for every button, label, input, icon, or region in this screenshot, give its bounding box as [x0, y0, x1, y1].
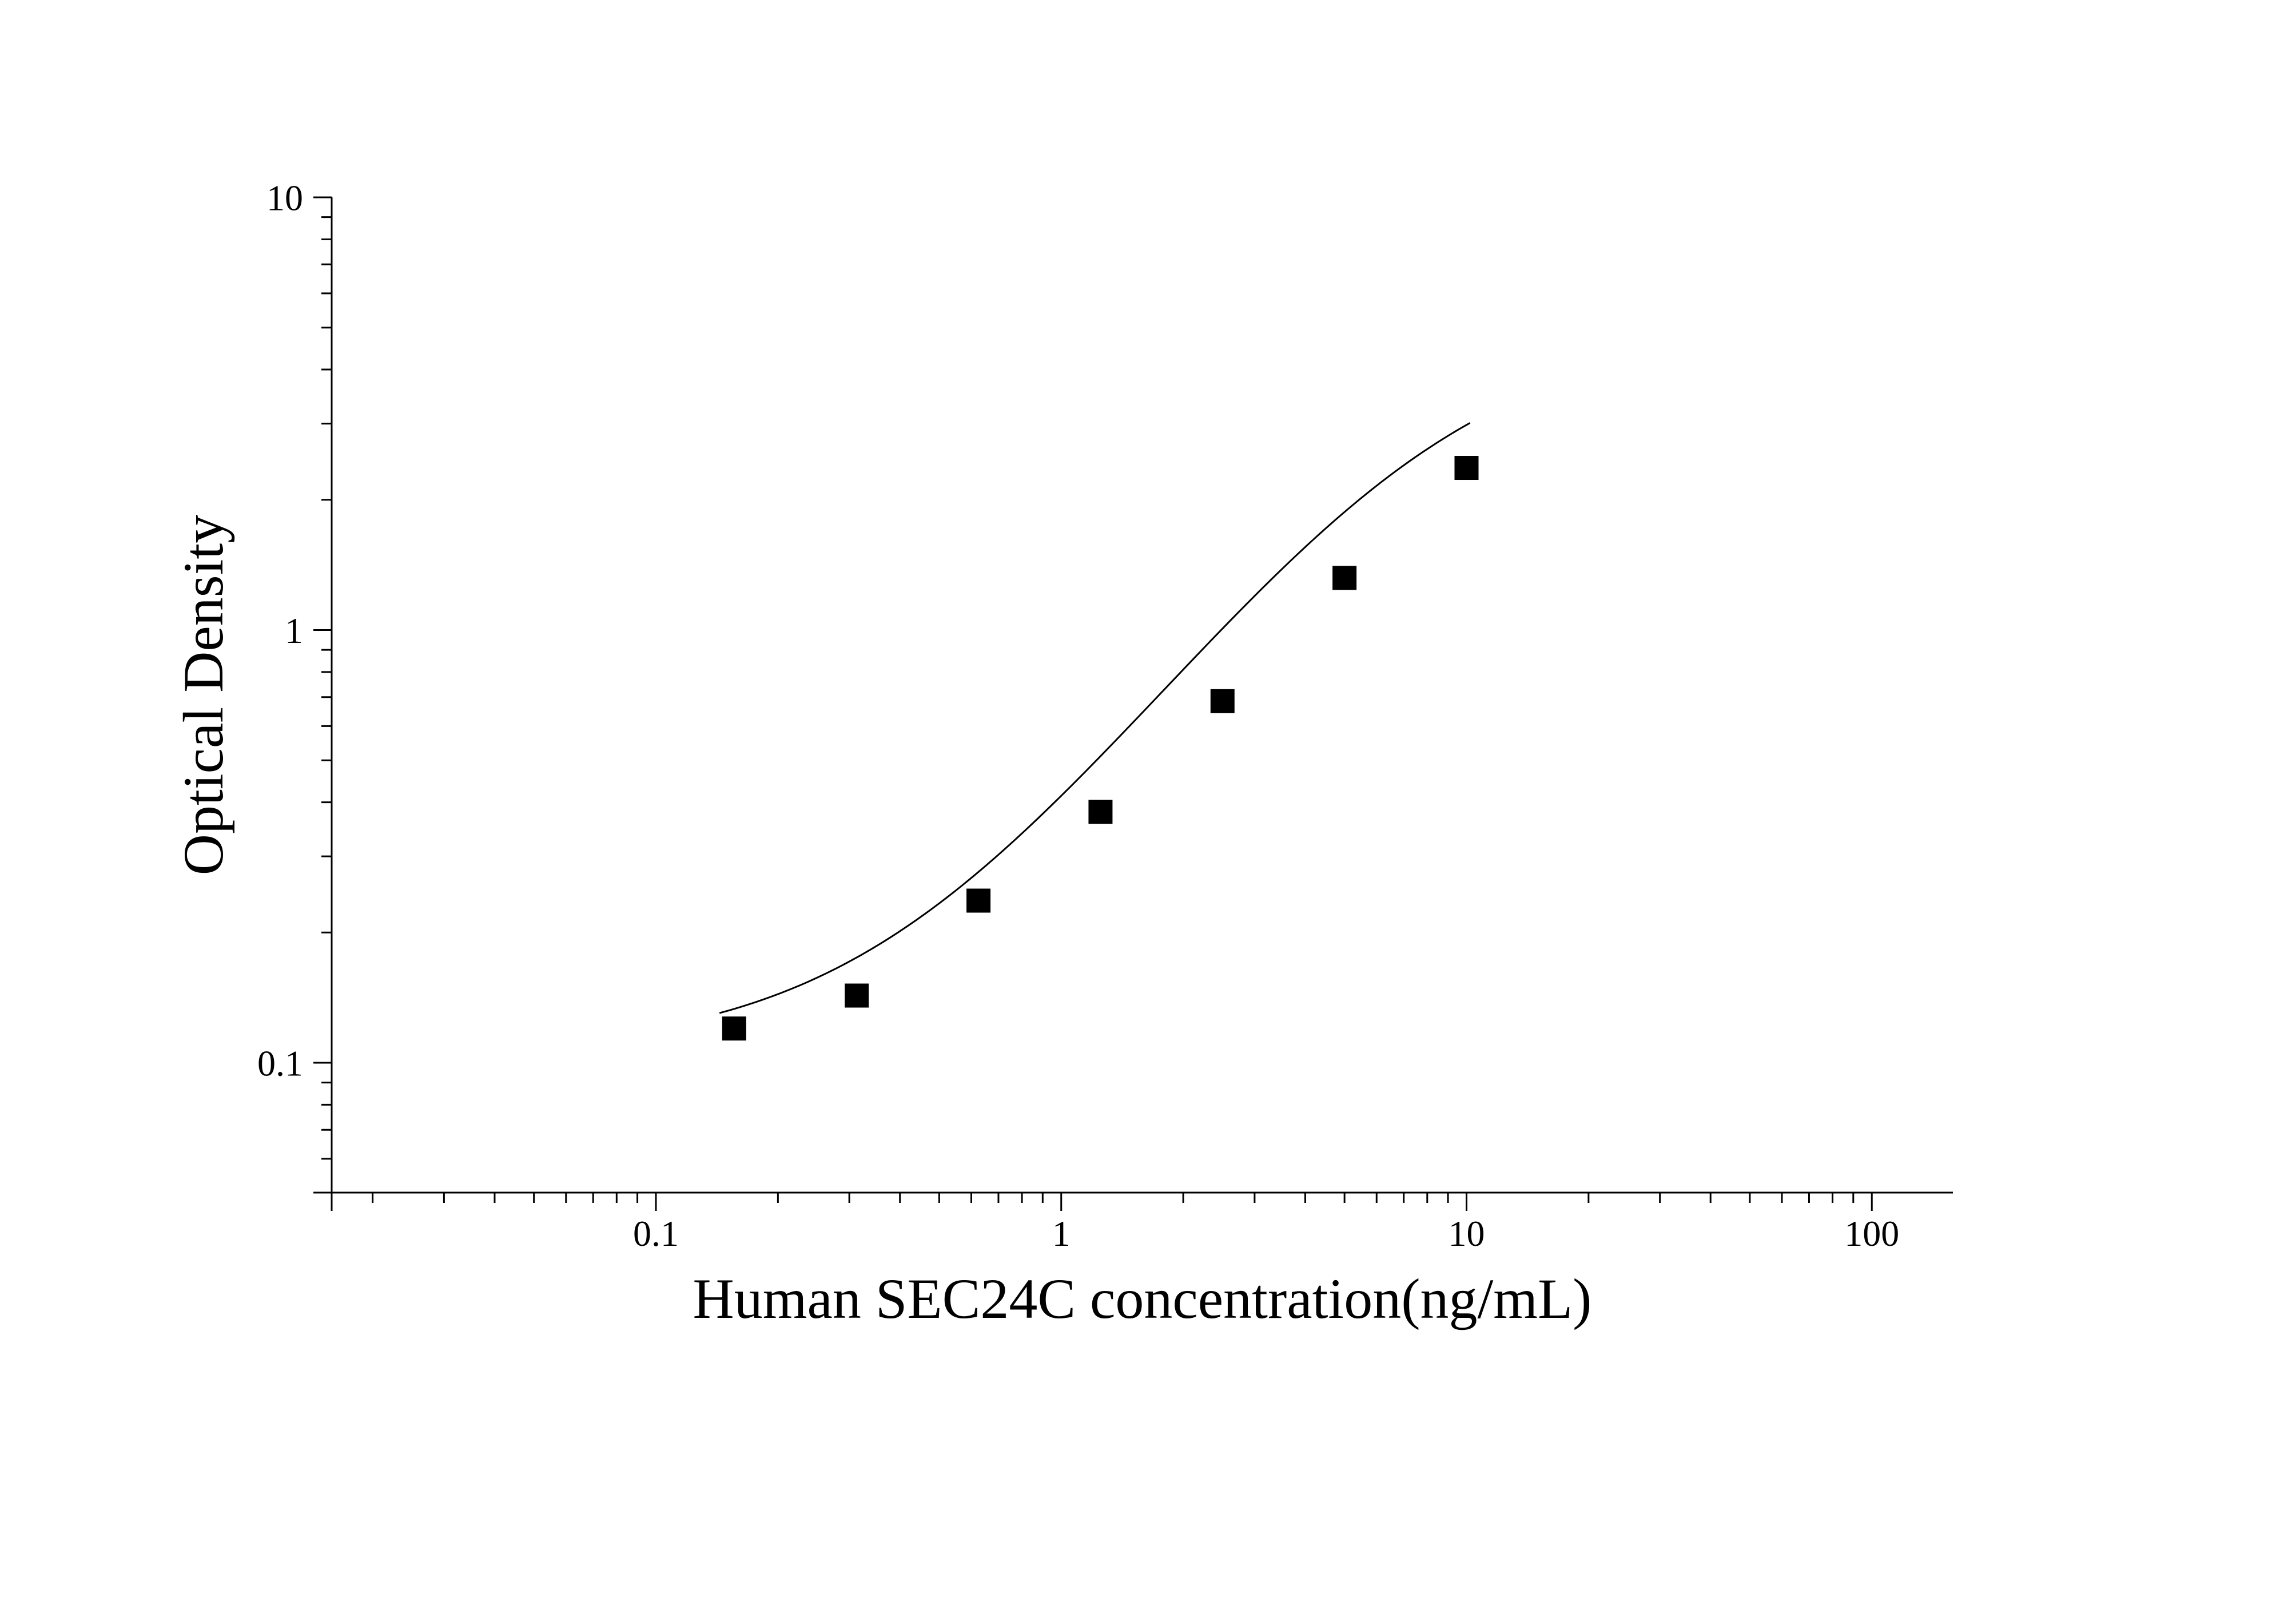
data-marker	[1332, 566, 1356, 590]
chart-container: 0.1 1 10 100 0.1 1 10 Human SEC24C concentratio…	[0, 0, 2296, 1605]
chart-svg: 0.1 1 10 100 0.1 1 10 Human SEC24C concentratio…	[0, 0, 2296, 1605]
y-tick-label: 10	[266, 177, 303, 218]
data-marker	[1088, 800, 1112, 824]
x-axis-label: Human SEC24C concentration(ng/mL)	[693, 1267, 1592, 1330]
y-tick-label: 0.1	[257, 1043, 303, 1083]
data-marker	[966, 889, 990, 913]
x-tick-label: 100	[1844, 1213, 1899, 1254]
data-marker	[1211, 689, 1235, 713]
y-axis-label: Optical Density	[172, 515, 235, 875]
data-marker	[1455, 456, 1479, 480]
data-marker	[845, 984, 869, 1008]
x-tick-label: 0.1	[633, 1213, 679, 1254]
data-marker	[722, 1016, 746, 1040]
chart-bg	[0, 0, 2296, 1605]
x-tick-label: 10	[1449, 1213, 1485, 1254]
y-tick-label: 1	[285, 610, 303, 651]
x-tick-label: 1	[1052, 1213, 1071, 1254]
